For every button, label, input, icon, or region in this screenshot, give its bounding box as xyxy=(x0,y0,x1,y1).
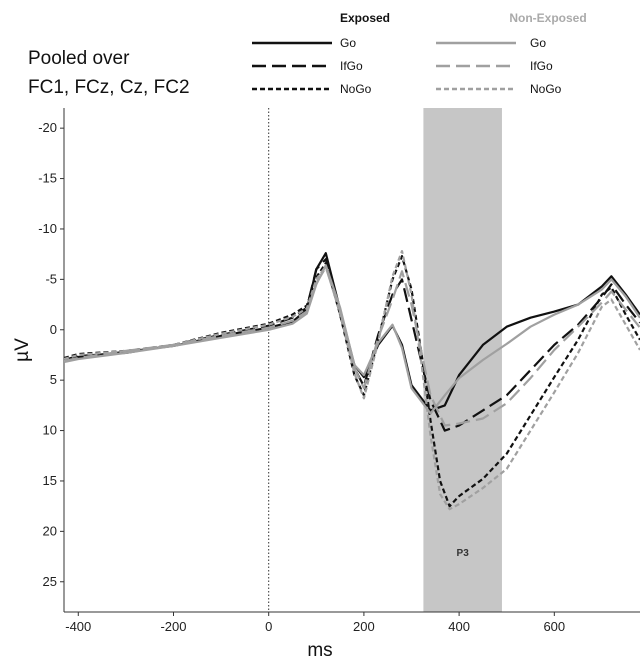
p3-window: P3 xyxy=(423,108,502,612)
y-tick-label: 15 xyxy=(43,473,57,488)
x-axis-label: ms xyxy=(307,640,332,661)
y-tick-label: 10 xyxy=(43,423,57,438)
legend-item-label: Go xyxy=(340,36,356,50)
legend-item-label: NoGo xyxy=(340,82,372,96)
legend-item-label: IfGo xyxy=(340,59,363,73)
x-tick-label: 400 xyxy=(448,619,470,634)
series-line-exposed-nogo xyxy=(64,255,640,508)
x-tick-label: 0 xyxy=(265,619,272,634)
series-lines xyxy=(64,250,640,511)
series-line-exposed-ifgo xyxy=(64,258,640,432)
y-tick-label: -15 xyxy=(38,171,57,186)
p3-band xyxy=(423,108,502,612)
y-tick-label: 5 xyxy=(50,372,57,387)
x-tick-label: 200 xyxy=(353,619,375,634)
legend-item-label: Go xyxy=(530,36,546,50)
legend-item-label: NoGo xyxy=(530,82,562,96)
y-tick-label: -20 xyxy=(38,120,57,135)
series-line-non-exposed-nogo xyxy=(64,250,640,511)
pooled-label-line1: Pooled over xyxy=(28,48,130,69)
x-tick-label: 600 xyxy=(543,619,565,634)
annotations: Pooled over FC1, FCz, Cz, FC2 ms µV xyxy=(12,48,333,661)
legend-group-title: Non-Exposed xyxy=(509,11,586,25)
y-tick-label: -5 xyxy=(45,271,57,286)
pooled-label-line2: FC1, FCz, Cz, FC2 xyxy=(28,77,190,98)
series-line-non-exposed-ifgo xyxy=(64,266,640,427)
legend: Exposed Go IfGo NoGo Non-Exposed Go IfGo NoGo xyxy=(252,11,587,96)
series-line-exposed-go xyxy=(64,252,640,412)
x-tick-label: -200 xyxy=(160,619,186,634)
legend-group-title: Exposed xyxy=(340,11,390,25)
x-tick-label: -400 xyxy=(65,619,91,634)
y-tick-label: -10 xyxy=(38,221,57,236)
y-tick-label: 0 xyxy=(50,322,57,337)
series-line-non-exposed-go xyxy=(64,264,640,415)
y-tick-label: 20 xyxy=(43,523,57,538)
y-axis-label: µV xyxy=(12,338,33,362)
legend-item-label: IfGo xyxy=(530,59,553,73)
p3-band-label: P3 xyxy=(457,548,470,559)
axes: -20 -15 -10 -5 0 5 10 15 20 25 -400 -200 0 200 400 600 xyxy=(38,108,640,634)
y-tick-label: 25 xyxy=(43,574,57,589)
